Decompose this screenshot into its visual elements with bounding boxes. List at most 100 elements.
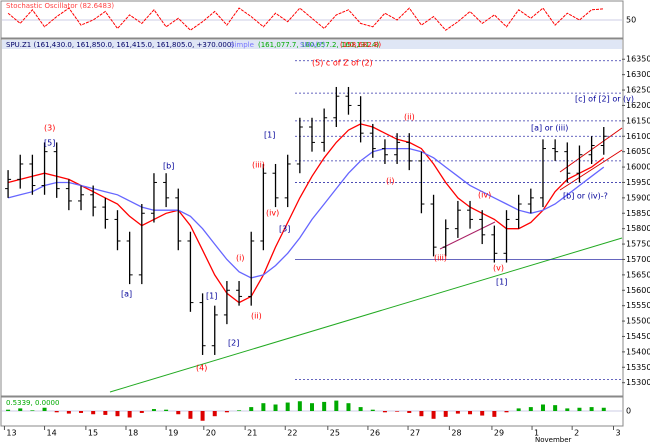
wave-label: [b] [163,162,174,171]
macd-bar [492,411,497,417]
macd-bar [273,404,278,411]
macd-bar [540,404,545,411]
x-tick-label: 20 [206,429,216,438]
macd-bar [115,411,120,417]
macd-bar [358,407,363,411]
trend-line [439,221,496,250]
macd-bar [200,411,205,421]
macd-bar [139,411,144,413]
macd-bar [528,407,533,411]
macd-bar [127,411,132,418]
wave-label: [1] [496,278,507,287]
wave-label: [a] or (iii) [531,124,568,133]
x-tick-label: 19 [168,429,178,438]
macd-bar [565,408,570,411]
macd-bar [334,400,339,411]
macd-bar [18,408,23,411]
y-tick-label: 15600 [626,286,650,295]
macd-bar [407,411,412,413]
y-tick-label: 16300 [626,70,650,79]
x-tick-label: 25 [330,429,340,438]
macd-bar [322,401,327,411]
macd-bar [601,407,606,411]
x-tick-label: 2 [574,429,579,438]
y-tick-label: 15500 [626,317,650,326]
y-tick-label: 16000 [626,163,650,172]
wave-label: (ii) [404,113,415,122]
y-tick-label: 0 [626,407,631,416]
macd-bar [224,411,229,413]
y-tick-label: 15650 [626,270,650,279]
y-tick-label: 16050 [626,147,650,156]
wave-label: (iv) [478,191,491,200]
wave-label: (3) [44,124,55,133]
y-tick-label: 15400 [626,347,650,356]
macd-bar [188,411,193,419]
x-tick-label: 1 [534,429,539,438]
x-tick-label: 13 [6,429,16,438]
channel-line [559,149,623,191]
wave-label: (v) [493,264,504,273]
wave-label: [3] [279,225,290,234]
macd-bar [504,411,509,413]
macd-panel [0,396,624,427]
y-tick-label: 15800 [626,224,650,233]
wave-label: [a] [121,290,132,299]
wave-label: (i) [236,254,244,263]
x-tick-label: 28 [451,429,461,438]
wave-label: [2] [228,339,239,348]
macd-bar [66,411,71,414]
y-tick-label: 15700 [626,255,650,264]
macd-bar [553,405,558,411]
y-tick-label: 15300 [626,378,650,387]
y-tick-label: 15750 [626,240,650,249]
x-tick-label: 27 [410,429,420,438]
macd-bar [151,409,156,411]
x-tick-label: 21 [247,429,257,438]
header-label: (161,077.7, 160,657.2, 160,131.4) [258,41,380,49]
stochastic-panel [0,0,624,39]
wave-label: [1] [206,292,217,301]
header-label: SMA(7) [300,41,325,49]
x-tick-label: 18 [128,429,138,438]
x-tick-label: 15 [88,429,98,438]
stochastic-label: Stochastic Oscillator (82.6483) [6,2,114,10]
wave-label: [b] or (iv)-? [563,192,608,201]
moving-average [7,147,605,279]
macd-bar [310,403,314,411]
y-tick-label: 15550 [626,301,650,310]
macd-bar [91,411,96,415]
macd-bar [431,411,436,419]
wave-label: (ii) [251,312,262,321]
macd-bar [103,411,108,415]
wave-label: [5] [44,139,55,148]
macd-bar [443,411,448,417]
macd-bar [480,411,485,416]
y-tick-label: 16350 [626,55,650,64]
wave-label: (i) [386,177,394,186]
macd-label: 0.5339, 0.0000 [6,399,59,407]
macd-bar [589,407,594,411]
wave-label: (iv) [266,209,279,218]
macd-bar [261,403,266,411]
y-tick-label: 15950 [626,178,650,187]
macd-bar [297,401,302,411]
stochastic-line [7,7,604,31]
wave-label: (iii) [434,254,447,263]
y-tick-label: 16100 [626,132,650,141]
macd-bar [419,411,424,417]
macd-bar [176,411,181,415]
x-tick-label: 14 [47,429,57,438]
header-label: (158,682.8) [340,41,381,49]
y-tick-label: 15450 [626,332,650,341]
macd-bar [164,409,169,411]
macd-bar [285,402,290,411]
y-tick-label: 16150 [626,116,650,125]
macd-bar [370,409,375,411]
macd-bar [79,411,84,413]
macd-bar [249,407,254,411]
y-tick-label: 15850 [626,209,650,218]
macd-bar [54,411,59,413]
